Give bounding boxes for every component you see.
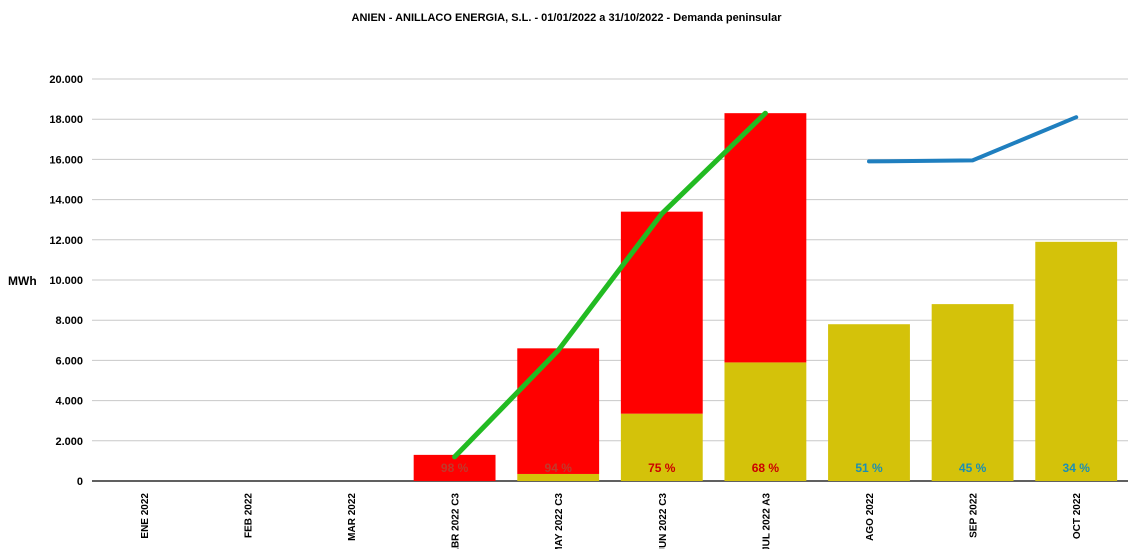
y-tick-label: 12.000 — [49, 235, 83, 247]
y-tick-label: 8.000 — [55, 315, 83, 327]
x-tick-label: JUN 2022 C3 — [658, 493, 669, 549]
x-tick-label: AGO 2022 — [865, 493, 876, 541]
bar-segment-lower — [724, 362, 807, 481]
y-tick-label: 4.000 — [55, 396, 83, 408]
chart-title: ANIEN - ANILLACO ENERGIA, S.L. - 01/01/2… — [351, 12, 782, 24]
bar-segment-upper — [724, 113, 807, 363]
y-tick-label: 20.000 — [49, 74, 83, 86]
y-axis-label: MWh — [8, 274, 37, 288]
percent-label: 51 % — [855, 461, 883, 475]
bar-segment-upper — [620, 211, 703, 414]
bar-segment-lower — [517, 473, 600, 481]
series-line-blue — [867, 115, 1079, 164]
x-tick-label: OCT 2022 — [1072, 493, 1083, 540]
x-tick-label: MAY 2022 C3 — [554, 493, 565, 549]
series-line-green — [452, 110, 768, 460]
bar-segment-lower — [931, 304, 1014, 481]
y-tick-label: 18.000 — [49, 114, 83, 126]
y-tick-label: 16.000 — [49, 154, 83, 166]
bar-segment-lower — [828, 324, 910, 481]
percent-label: 68 % — [752, 461, 780, 475]
y-tick-label: 0 — [77, 476, 83, 488]
bar-segment-upper — [517, 348, 600, 474]
x-tick-label: FEB 2022 — [243, 493, 254, 538]
percent-label: 75 % — [648, 461, 676, 475]
percent-label: 34 % — [1063, 461, 1091, 475]
x-tick-label: MAR 2022 — [347, 493, 358, 541]
x-tick-label: ENE 2022 — [140, 493, 151, 539]
percent-label: 98 % — [441, 461, 469, 475]
bar-segment-lower — [1035, 241, 1118, 481]
x-tick-label: JUL 2022 A3 — [761, 493, 772, 549]
percent-label: 45 % — [959, 461, 987, 475]
percent-label: 94 % — [545, 461, 573, 475]
y-tick-label: 6.000 — [55, 355, 83, 367]
x-tick-label: ABR 2022 C3 — [451, 493, 462, 549]
bar-segment-lower — [620, 413, 703, 481]
x-tick-label: SEP 2022 — [969, 493, 980, 538]
y-tick-label: 10.000 — [49, 275, 83, 287]
y-tick-label: 2.000 — [55, 436, 83, 448]
y-tick-label: 14.000 — [49, 195, 83, 207]
